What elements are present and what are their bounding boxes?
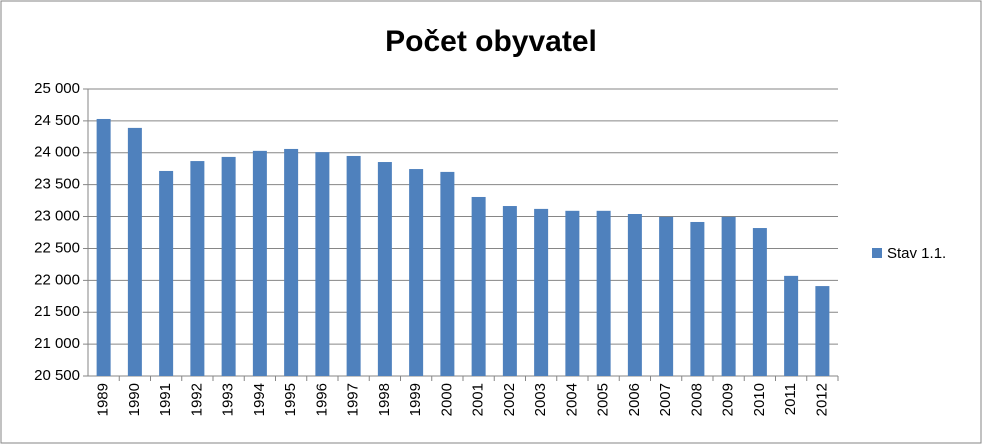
bar bbox=[440, 171, 455, 376]
bar bbox=[784, 275, 799, 376]
bar bbox=[534, 208, 549, 376]
x-tick-label: 1998 bbox=[376, 383, 393, 416]
bar bbox=[565, 210, 580, 376]
x-tick-label: 2007 bbox=[657, 383, 674, 416]
bar bbox=[752, 228, 767, 376]
legend-label: Stav 1.1. bbox=[887, 245, 946, 262]
bar bbox=[627, 214, 642, 376]
x-tick-label: 1994 bbox=[251, 383, 268, 416]
bar bbox=[127, 127, 142, 376]
legend-marker bbox=[872, 248, 882, 258]
x-tick-label: 1997 bbox=[345, 383, 362, 416]
x-tick-label: 2009 bbox=[720, 383, 737, 416]
x-tick-label: 2006 bbox=[626, 383, 643, 416]
y-tick-label: 23 000 bbox=[34, 208, 80, 225]
x-tick-label: 2012 bbox=[813, 383, 830, 416]
x-tick-label: 1989 bbox=[95, 383, 112, 416]
bar bbox=[96, 118, 111, 376]
bar bbox=[284, 148, 299, 376]
bar bbox=[190, 161, 205, 376]
bar bbox=[409, 169, 424, 376]
x-tick-label: 2002 bbox=[501, 383, 518, 416]
bar bbox=[221, 156, 236, 376]
x-tick-label: 1991 bbox=[157, 383, 174, 416]
bar bbox=[159, 170, 174, 376]
x-tick-label: 2003 bbox=[532, 383, 549, 416]
y-tick-label: 21 000 bbox=[34, 335, 80, 352]
x-tick-label: 2000 bbox=[438, 383, 455, 416]
y-tick-label: 20 500 bbox=[34, 367, 80, 384]
x-tick-label: 1999 bbox=[407, 383, 424, 416]
x-tick-label: 1996 bbox=[313, 383, 330, 416]
chart-title: Počet obyvatel bbox=[385, 25, 597, 58]
y-tick-label: 24 500 bbox=[34, 112, 80, 129]
bar bbox=[721, 216, 736, 376]
y-tick-label: 22 500 bbox=[34, 239, 80, 256]
bar bbox=[502, 206, 517, 376]
x-tick-label: 1993 bbox=[220, 383, 237, 416]
bar bbox=[596, 210, 611, 376]
bar bbox=[315, 152, 330, 376]
x-tick-label: 2008 bbox=[688, 383, 705, 416]
x-tick-label: 2010 bbox=[751, 383, 768, 416]
bar bbox=[471, 196, 486, 376]
y-tick-label: 21 500 bbox=[34, 303, 80, 320]
y-tick-label: 24 000 bbox=[34, 144, 80, 161]
bar bbox=[346, 155, 361, 376]
bar bbox=[659, 216, 674, 376]
x-tick-label: 2001 bbox=[470, 383, 487, 416]
y-tick-label: 23 500 bbox=[34, 176, 80, 193]
bar bbox=[815, 286, 830, 376]
x-tick-label: 2004 bbox=[563, 383, 580, 416]
x-tick-label: 2011 bbox=[782, 383, 799, 415]
y-tick-label: 22 000 bbox=[34, 271, 80, 288]
x-tick-label: 2005 bbox=[595, 383, 612, 416]
x-tick-label: 1990 bbox=[126, 383, 143, 416]
y-tick-label: 25 000 bbox=[34, 80, 80, 97]
bar bbox=[252, 150, 267, 376]
x-tick-label: 1995 bbox=[282, 383, 299, 416]
bar bbox=[690, 221, 705, 376]
x-tick-label: 1992 bbox=[188, 383, 205, 416]
bar bbox=[377, 162, 392, 376]
